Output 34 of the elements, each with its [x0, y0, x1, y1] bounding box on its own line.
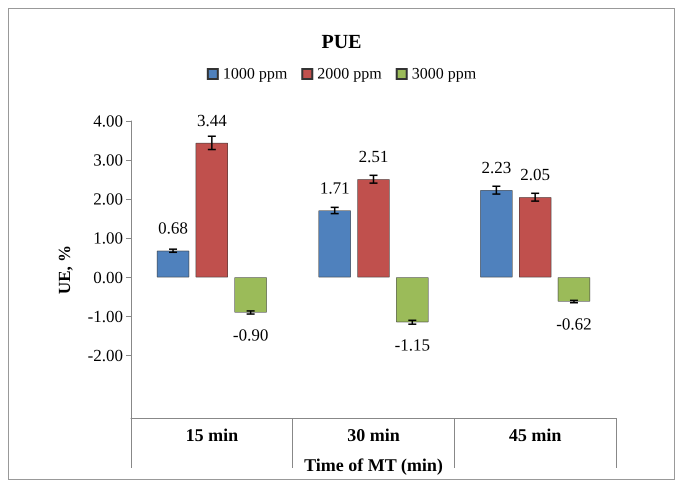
data-label: -0.90	[232, 325, 268, 344]
legend-label: 2000 ppm	[317, 66, 382, 82]
bar	[357, 179, 390, 278]
bar	[234, 277, 267, 312]
bar	[480, 190, 513, 278]
data-label: -1.15	[394, 335, 430, 354]
y-tick-label: 2.00	[93, 190, 123, 209]
bar	[519, 197, 552, 278]
y-tick-label: 0.00	[93, 268, 123, 287]
x-tick-label: 15 min	[186, 425, 238, 445]
x-tick-label: 30 min	[347, 425, 400, 445]
y-tick-label: -2.00	[88, 346, 123, 365]
data-label: -0.62	[556, 314, 592, 334]
data-label: 2.23	[481, 158, 512, 178]
y-tick-label: 4.00	[93, 112, 123, 130]
y-tick-label: -1.00	[88, 306, 123, 326]
data-label: 3.44	[196, 110, 228, 130]
bar	[156, 250, 190, 278]
bar	[396, 277, 428, 322]
legend-label: 1000 ppm	[222, 66, 288, 82]
data-label: 0.68	[158, 218, 188, 238]
y-axis-title: UE, %	[55, 244, 74, 294]
bar	[318, 210, 351, 278]
x-tick-label: 45 min	[508, 425, 562, 445]
data-label: 1.71	[320, 178, 350, 198]
data-label: 2.51	[358, 147, 388, 166]
chart-title: PUE	[322, 31, 362, 53]
data-label: 2.05	[520, 165, 550, 184]
y-tick-label: 1.00	[93, 228, 123, 248]
bar	[558, 277, 590, 302]
y-tick-label: 3.00	[93, 150, 123, 170]
bar	[196, 142, 228, 278]
legend-label: 3000 ppm	[412, 66, 477, 82]
x-axis-title: Time of MT (min)	[304, 455, 443, 475]
